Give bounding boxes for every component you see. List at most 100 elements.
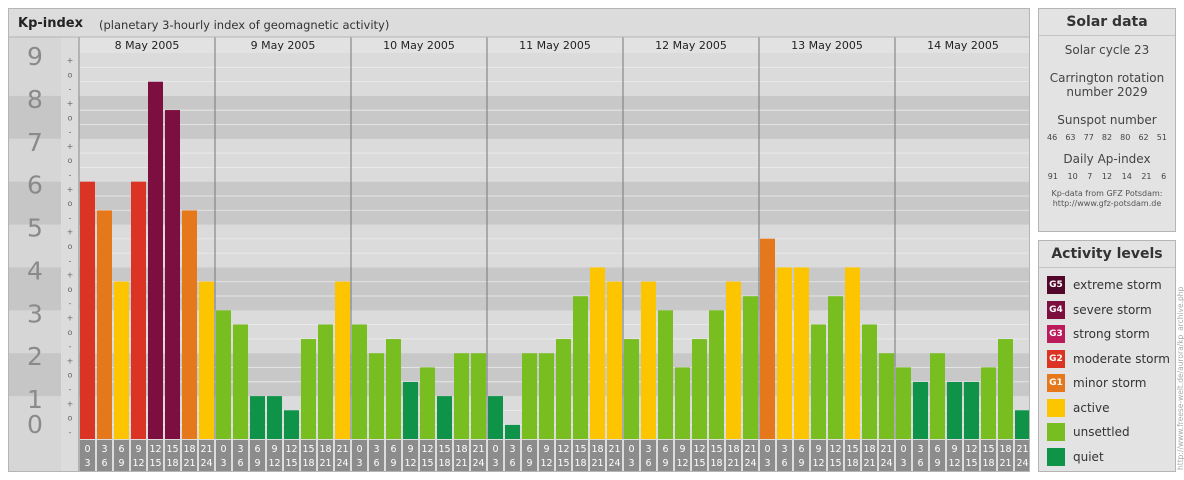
- interval-cell: [403, 440, 418, 471]
- interval-end-label: 3: [220, 458, 226, 469]
- interval-cell: [913, 440, 928, 471]
- interval-start-label: 18: [455, 444, 467, 455]
- interval-start-label: 3: [509, 444, 515, 455]
- day-label: 8 May 2005: [115, 39, 180, 52]
- kp-bar: [675, 367, 690, 439]
- interval-end-label: 15: [965, 458, 977, 469]
- minor-mark: +: [67, 99, 74, 108]
- kp-bar: [522, 353, 537, 439]
- chart-title: Kp-index: [18, 16, 83, 31]
- kp-bar: [301, 339, 316, 439]
- y-tick-label: 7: [27, 128, 43, 157]
- interval-start-label: 12: [421, 444, 433, 455]
- kp-bar: [692, 339, 707, 439]
- interval-start-label: 18: [591, 444, 603, 455]
- kp-bar: [250, 396, 265, 439]
- interval-end-label: 24: [744, 458, 756, 469]
- kp-bar: [352, 324, 367, 439]
- interval-end-label: 21: [727, 458, 739, 469]
- kp-bar: [165, 110, 180, 439]
- kp-bar: [794, 267, 809, 439]
- interval-start-label: 0: [492, 444, 498, 455]
- interval-end-label: 3: [764, 458, 770, 469]
- legend-item: G2 moderate storm: [1047, 349, 1170, 369]
- interval-start-label: 9: [407, 444, 413, 455]
- legend-label: moderate storm: [1073, 351, 1170, 366]
- interval-start-label: 15: [438, 444, 450, 455]
- interval-end-label: 6: [101, 458, 107, 469]
- interval-cell: [947, 440, 962, 471]
- interval-start-label: 9: [951, 444, 957, 455]
- legend-label: active: [1073, 400, 1110, 415]
- interval-start-label: 3: [917, 444, 923, 455]
- legend-swatch: G5: [1047, 276, 1065, 294]
- kp-bar: [369, 353, 384, 439]
- interval-cell: [760, 440, 775, 471]
- minor-mark: +: [67, 399, 74, 408]
- interval-cell: [216, 440, 231, 471]
- kp-bar: [437, 396, 452, 439]
- interval-cell: [454, 440, 469, 471]
- interval-end-label: 18: [710, 458, 722, 469]
- interval-cell: [471, 440, 486, 471]
- day-label: 13 May 2005: [791, 39, 863, 52]
- interval-end-label: 3: [628, 458, 634, 469]
- kp-bar: [947, 381, 962, 439]
- legend-swatch: [1047, 398, 1065, 417]
- legend-label: strong storm: [1073, 327, 1150, 341]
- interval-cell: [1015, 440, 1029, 471]
- interval-start-label: 15: [166, 444, 178, 455]
- kp-bar: [624, 339, 639, 439]
- interval-end-label: 21: [999, 458, 1011, 469]
- interval-cell: [896, 440, 911, 471]
- interval-start-label: 18: [863, 444, 875, 455]
- minor-mark: -: [69, 342, 72, 351]
- kp-bar: [284, 410, 299, 439]
- kp-bar: [998, 339, 1013, 439]
- sunspot-title: Sunspot number: [1057, 113, 1157, 127]
- interval-end-label: 15: [149, 458, 161, 469]
- interval-end-label: 9: [798, 458, 804, 469]
- interval-cell: [624, 440, 639, 471]
- interval-cell: [726, 440, 741, 471]
- interval-end-label: 12: [268, 458, 280, 469]
- interval-end-label: 18: [438, 458, 450, 469]
- y-tick-label: 0: [27, 410, 43, 439]
- interval-end-label: 9: [934, 458, 940, 469]
- interval-end-label: 6: [917, 458, 923, 469]
- solar-data-panel: Solar data Solar cycle 23 Carrington rot…: [1038, 8, 1176, 232]
- interval-end-label: 24: [1016, 458, 1028, 469]
- kp-bar: [607, 281, 622, 439]
- kp-bar: [879, 353, 894, 439]
- minor-mark: +: [67, 356, 74, 365]
- interval-cell: [811, 440, 826, 471]
- interval-end-label: 18: [846, 458, 858, 469]
- kp-bar: [335, 281, 350, 439]
- y-axis-band: [9, 353, 61, 397]
- interval-end-label: 21: [863, 458, 875, 469]
- interval-end-label: 12: [132, 458, 144, 469]
- interval-cell: [301, 440, 316, 471]
- kp-bar: [641, 281, 656, 439]
- interval-start-label: 18: [999, 444, 1011, 455]
- kp-bar: [862, 324, 877, 439]
- interval-start-label: 12: [557, 444, 569, 455]
- interval-cell: [267, 440, 282, 471]
- y-tick-label: 2: [27, 342, 43, 371]
- interval-cell: [233, 440, 248, 471]
- interval-cell: [794, 440, 809, 471]
- minor-mark: -: [69, 85, 72, 94]
- kp-bar: [658, 310, 673, 439]
- solar-data-title: Solar data: [1039, 9, 1175, 36]
- kp-bar: [233, 324, 248, 439]
- interval-start-label: 6: [798, 444, 804, 455]
- interval-end-label: 12: [948, 458, 960, 469]
- interval-end-label: 24: [472, 458, 484, 469]
- y-tick-label: 9: [27, 42, 43, 71]
- source-line1: Kp-data from GFZ Potsdam:: [1051, 189, 1163, 198]
- interval-cell: [981, 440, 996, 471]
- interval-cell: [80, 440, 95, 471]
- minor-mark: o: [68, 242, 73, 251]
- minor-mark: o: [68, 414, 73, 423]
- interval-start-label: 6: [254, 444, 260, 455]
